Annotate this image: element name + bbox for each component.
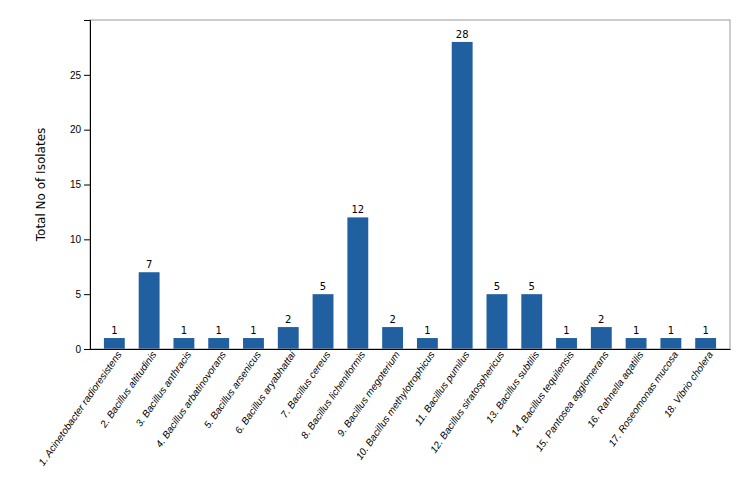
axis-domain <box>91 349 731 350</box>
tick: 6. Bacillus aryabhattai <box>233 349 299 436</box>
bar <box>208 338 229 349</box>
bars <box>104 42 716 349</box>
plot: 05101520251. Acinetobacter radioresisten… <box>36 20 730 468</box>
bar <box>347 217 368 349</box>
tick-label: 5 <box>75 289 81 300</box>
tick: 25 <box>70 70 90 81</box>
bar <box>487 294 508 349</box>
bar <box>139 272 160 349</box>
tick-mark <box>84 239 90 240</box>
tick-label: 6. Bacillus aryabhattai <box>233 349 299 436</box>
axis-domain <box>84 21 91 350</box>
tick-label: 25 <box>70 70 82 81</box>
tick: 20 <box>70 124 90 135</box>
tick-mark <box>84 130 90 131</box>
tick: 4. Bacillus arbatinovorans <box>153 349 228 449</box>
bar <box>104 338 125 349</box>
data-label: 1 <box>250 325 256 336</box>
data-label: 1 <box>181 325 187 336</box>
data-label: 1 <box>424 325 430 336</box>
bar <box>591 327 612 349</box>
tick-label: 15 <box>70 179 82 190</box>
bar <box>660 338 681 349</box>
data-label: 1 <box>563 325 569 336</box>
bar <box>173 338 194 349</box>
data-label: 2 <box>285 314 291 325</box>
tick-label: 17. Roseomonas mucosa <box>606 349 680 449</box>
data-label: 12 <box>351 204 364 215</box>
tick-mark <box>84 349 90 350</box>
data-label: 2 <box>389 314 395 325</box>
data-label: 1 <box>633 325 639 336</box>
bar <box>313 294 334 349</box>
tick-label: 18. Vibrio cholera <box>662 349 716 419</box>
bar <box>417 338 438 349</box>
tick-label: 4. Bacillus arbatinovorans <box>153 349 228 449</box>
y-axis: 0 5 10 15 20 25 <box>70 21 91 355</box>
tick-label: 8. Bacillus licheniformis <box>299 349 368 440</box>
tick: 5 <box>75 289 90 300</box>
tick-mark <box>84 294 90 295</box>
bar <box>382 327 403 349</box>
tick: 17. Roseomonas mucosa <box>606 349 680 449</box>
x-axis: 1. Acinetobacter radioresistens2. Bacill… <box>36 349 730 468</box>
tick-label: 0 <box>75 344 81 355</box>
bar <box>556 338 577 349</box>
bar <box>278 327 299 349</box>
data-label: 1 <box>216 325 222 336</box>
data-label: 7 <box>146 259 152 270</box>
tick-label: 14. Bacillus tequilensis <box>509 349 576 438</box>
tick-label: 9. Bacillus megoterium <box>335 349 402 438</box>
tick-label: 20 <box>70 124 82 135</box>
data-label: 1 <box>702 325 708 336</box>
data-labels: 17111251221285512111 <box>111 29 709 336</box>
tick-mark <box>84 185 90 186</box>
data-label: 1 <box>668 325 674 336</box>
tick: 9. Bacillus megoterium <box>335 349 402 438</box>
bar <box>452 42 473 349</box>
data-label: 28 <box>456 29 469 40</box>
plot-frame <box>90 20 730 349</box>
data-label: 5 <box>320 281 326 292</box>
bar <box>243 338 264 349</box>
tick: 10 <box>70 234 90 245</box>
bar <box>695 338 716 349</box>
tick: 8. Bacillus licheniformis <box>299 349 368 441</box>
tick: 0 <box>75 344 90 355</box>
tick: 18. Vibrio cholera <box>662 349 716 419</box>
tick: 15 <box>70 179 90 190</box>
tick: 14. Bacillus tequilensis <box>509 349 576 438</box>
data-label: 2 <box>598 314 604 325</box>
chart-svg: 05101520251. Acinetobacter radioresisten… <box>0 0 750 499</box>
data-label: 1 <box>111 325 117 336</box>
data-label: 5 <box>494 281 500 292</box>
tick-mark <box>84 75 90 76</box>
bar <box>521 294 542 349</box>
bar <box>626 338 647 349</box>
y-axis-title: Total No of Isolates <box>34 128 48 243</box>
tick-label: 10 <box>70 234 82 245</box>
data-label: 5 <box>529 281 535 292</box>
